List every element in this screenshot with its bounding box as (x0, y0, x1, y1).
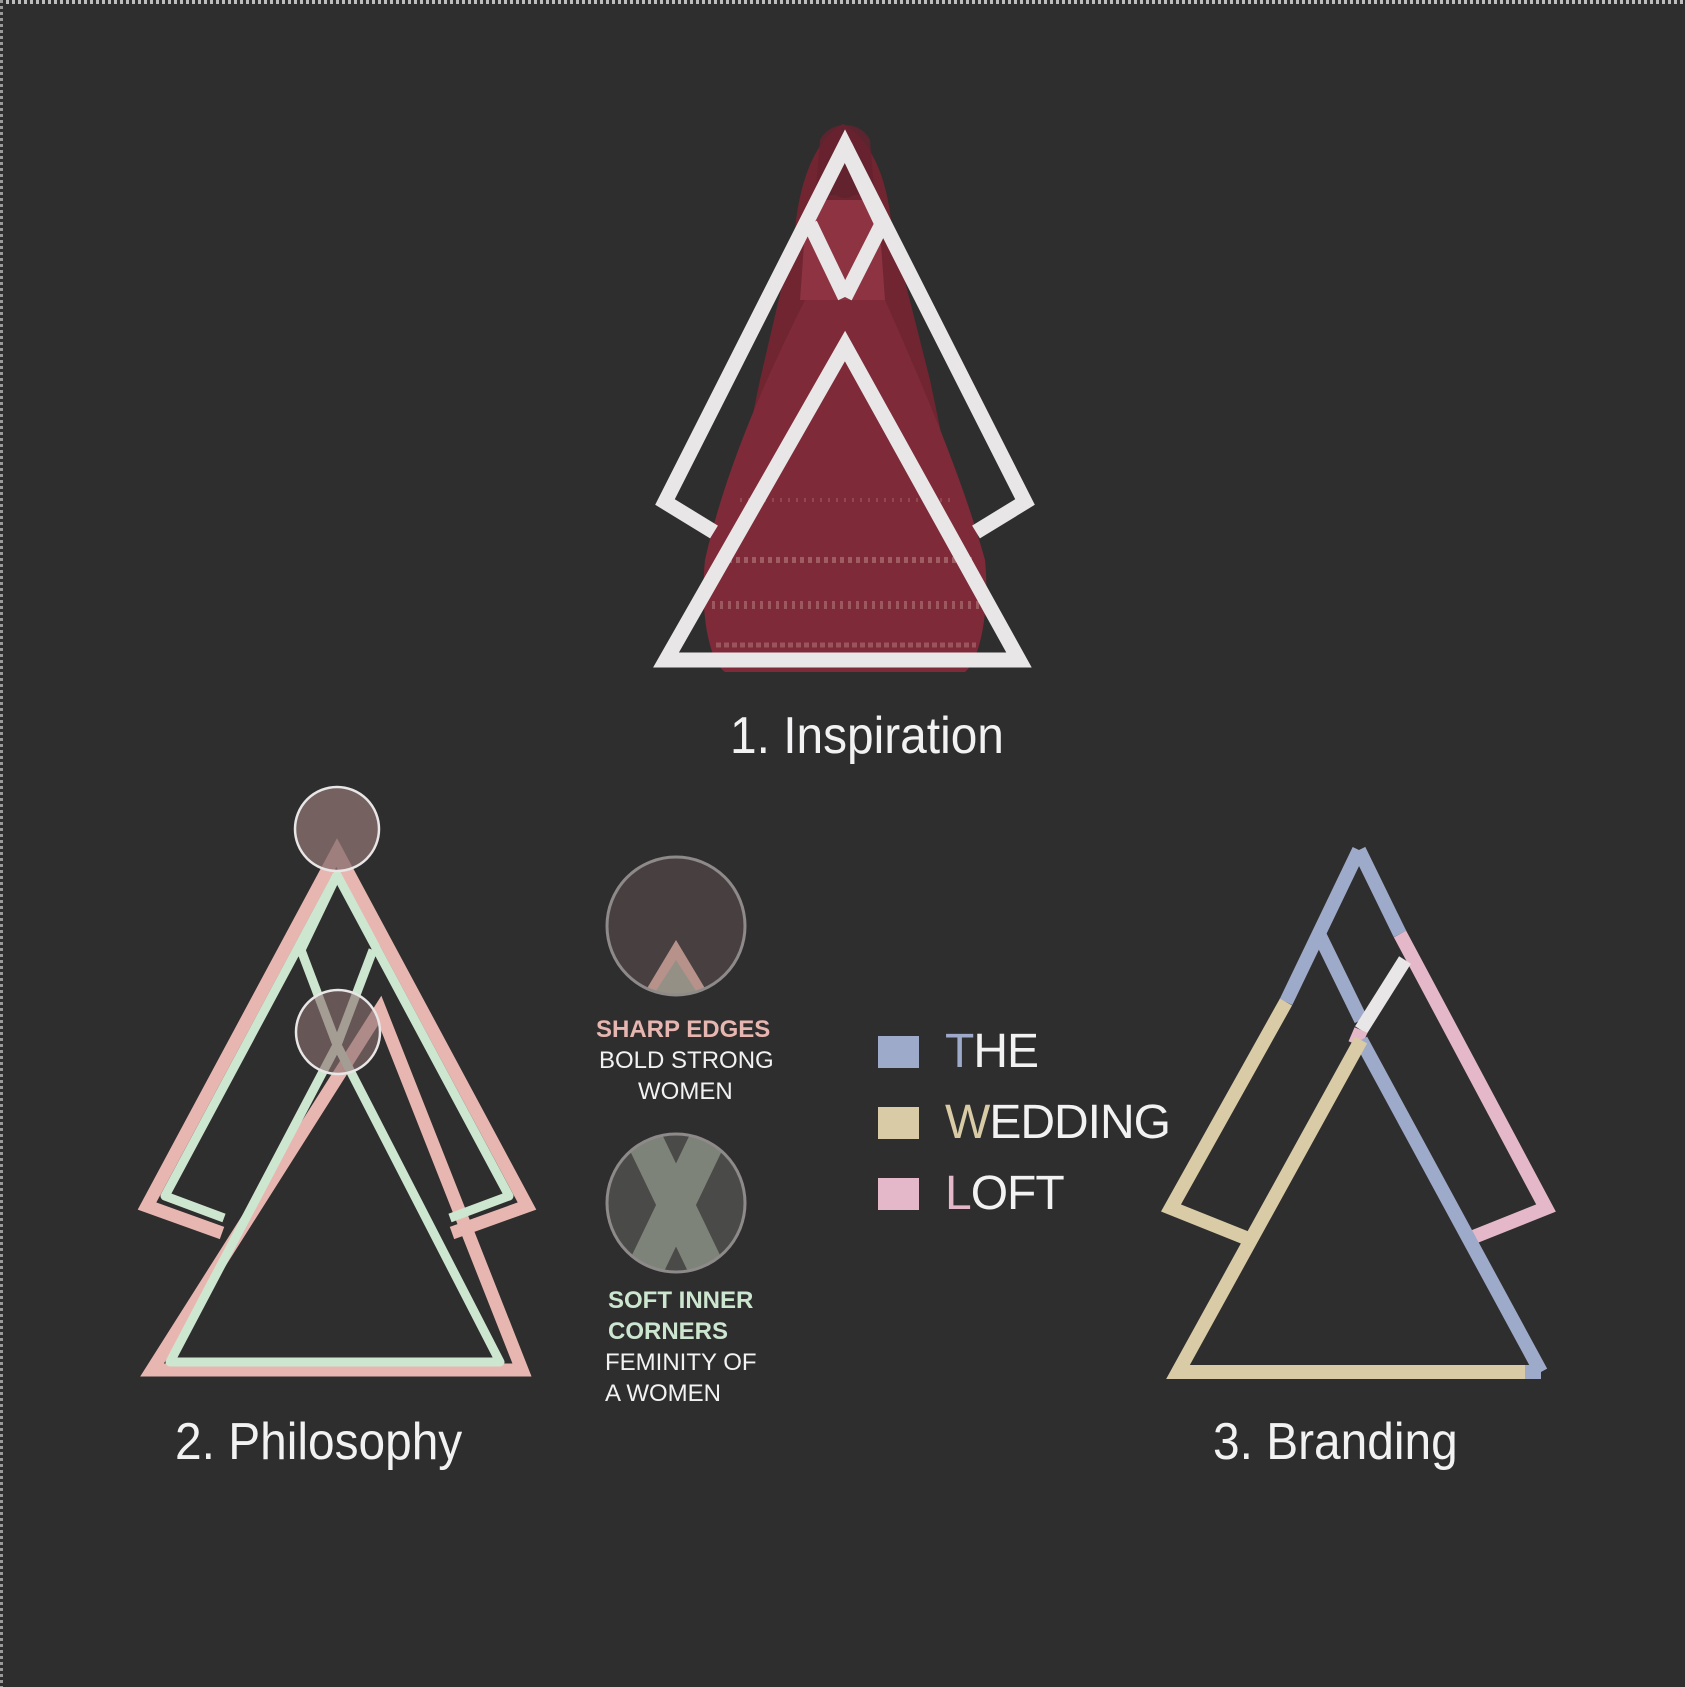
legend-swatch-the (878, 1035, 919, 1068)
legend-initial-loft: L (945, 1167, 972, 1220)
inspiration-illustration (653, 124, 1035, 672)
legend-row-wedding: WEDDING (878, 1087, 1171, 1158)
branding-logo (1161, 846, 1556, 1379)
philosophy-label: 2. Philosophy (175, 1413, 463, 1471)
inspiration-logo-outline (653, 129, 1035, 668)
legend-row-loft: LOFT (878, 1158, 1170, 1229)
brand-name-legend: THE WEDDING LOFT (878, 1016, 1171, 1229)
legend-swatch-wedding (878, 1106, 919, 1139)
legend-rest-loft: OFT (970, 1167, 1065, 1220)
sharp-edges-line-2: WOMEN (638, 1078, 733, 1105)
top-frame-edge (0, 0, 1685, 4)
soft-corners-line-2: A WOMEN (605, 1380, 722, 1407)
left-frame-edge (0, 0, 3, 1687)
legend-initial-wedding: W (945, 1096, 990, 1149)
philosophy-illustration (137, 785, 537, 1377)
cross-lens-icon (605, 1132, 747, 1274)
sharp-edges-heading: SHARP EDGES (596, 1016, 771, 1043)
soft-corners-line-1: FEMINITY OF (605, 1349, 757, 1376)
soft-corners-heading-2: CORNERS (608, 1318, 729, 1345)
inspiration-label: 1. Inspiration (730, 707, 1004, 765)
legend-rest-wedding: EDDING (989, 1096, 1171, 1149)
soft-corners-note: SOFT INNER CORNERS FEMINITY OF A WOMEN (605, 1285, 757, 1409)
legend-initial-the: T (945, 1025, 974, 1078)
sharp-edges-line-1: BOLD STRONG (599, 1047, 774, 1074)
philosophy-mint-outline (160, 870, 514, 1367)
branding-label: 3. Branding (1213, 1413, 1458, 1471)
legend-row-the: THE (878, 1016, 1170, 1087)
legend-swatch-loft (878, 1177, 919, 1210)
legend-rest-the: HE (973, 1025, 1039, 1078)
philosophy-apex-highlight-icon (293, 785, 381, 873)
sharp-apex-lens-icon (605, 855, 747, 997)
sharp-edges-note: SHARP EDGES BOLD STRONG WOMEN (596, 1014, 774, 1107)
soft-corners-heading-1: SOFT INNER (608, 1287, 754, 1314)
bridal-lehenga-photo-icon (703, 124, 987, 672)
philosophy-cross-highlight-icon (294, 988, 382, 1076)
